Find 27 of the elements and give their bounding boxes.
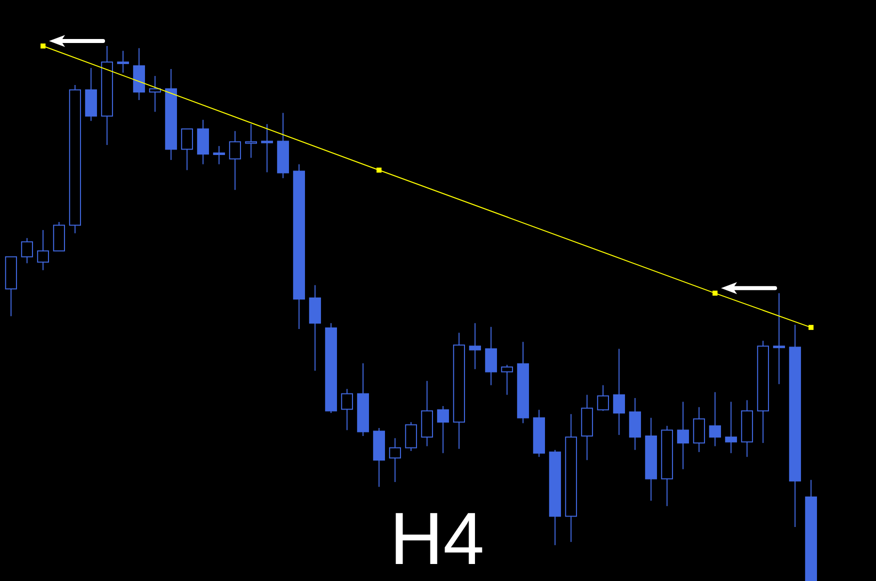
candlestick <box>469 322 481 370</box>
candlestick <box>501 364 513 396</box>
candlestick <box>181 128 193 171</box>
candlestick <box>213 146 225 165</box>
text: H4 <box>390 497 484 580</box>
candlestick <box>21 238 33 264</box>
point <box>712 290 718 296</box>
candlestick <box>261 124 273 173</box>
point <box>808 324 814 330</box>
candlestick <box>613 348 625 436</box>
candlestick <box>245 124 257 158</box>
candlestick <box>389 438 401 483</box>
candlestick <box>677 401 689 470</box>
candlestick <box>149 75 161 112</box>
candlestick <box>485 326 497 386</box>
candlestick <box>773 292 785 385</box>
candlestick <box>405 422 417 452</box>
point <box>40 44 46 48</box>
candlestick <box>597 384 609 412</box>
candlestick <box>725 401 737 454</box>
candlestick <box>437 406 449 454</box>
point <box>376 168 382 173</box>
candlestick <box>229 130 241 190</box>
candlestick <box>709 392 721 447</box>
candlestick <box>341 388 353 431</box>
candlestick <box>37 230 49 271</box>
candlestick <box>117 50 129 74</box>
